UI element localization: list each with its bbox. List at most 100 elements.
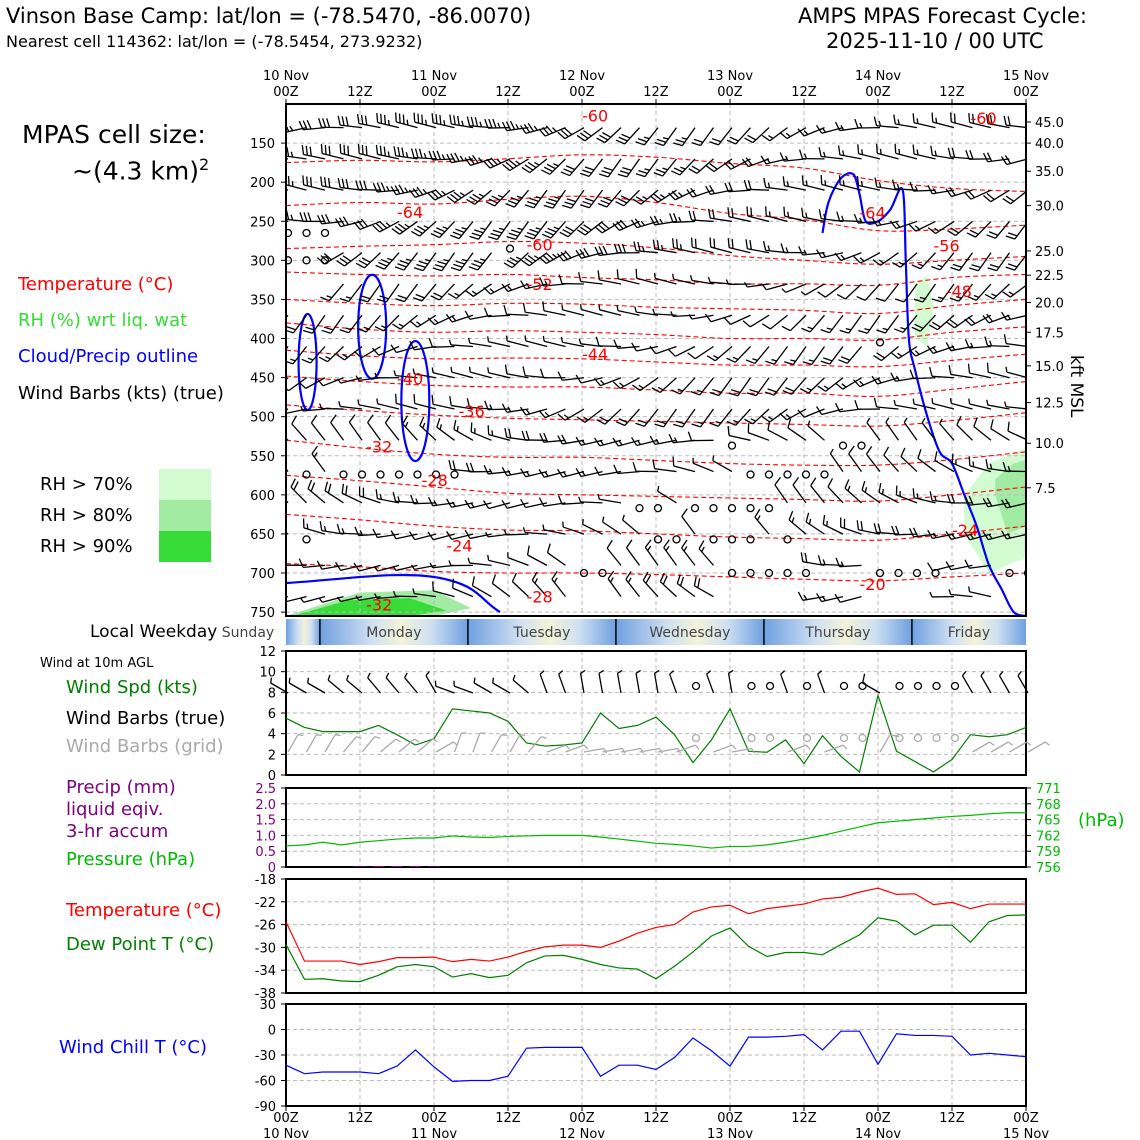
barb-flag <box>656 240 660 250</box>
wind-barb <box>818 147 844 160</box>
barb-flag <box>584 197 595 202</box>
barb-flag <box>380 182 386 192</box>
wind-barb <box>357 399 381 410</box>
barb-flag <box>827 478 834 488</box>
barb-flag <box>691 165 701 172</box>
wind-barb <box>318 118 344 129</box>
barb-half-flag <box>805 744 811 750</box>
bottom-axis-hour-label: 00Z <box>273 1111 299 1126</box>
wind-barb <box>432 252 456 272</box>
barb-flag <box>668 433 674 444</box>
barb-flag <box>469 196 479 203</box>
temperature-contour-label: -64 <box>860 204 886 223</box>
wind-barb <box>857 144 881 160</box>
wind-barb <box>562 189 585 209</box>
barb-flag <box>728 182 734 192</box>
top-axis-hour-label: 12Z <box>791 85 817 100</box>
barb-staff <box>691 279 714 285</box>
barb-half-flag <box>806 387 812 391</box>
wind-barb <box>687 345 714 360</box>
barb-flag <box>797 128 805 137</box>
calm-wind-marker <box>746 535 755 544</box>
calm-wind-marker <box>672 535 681 544</box>
wind-barb <box>286 176 307 191</box>
wind-barb <box>579 158 604 178</box>
wind-barb <box>709 127 733 146</box>
barb-flag <box>692 210 697 221</box>
calm-wind-marker <box>302 256 311 265</box>
wind-barb <box>829 448 844 472</box>
wind-barb <box>575 468 603 478</box>
cloud-outline <box>821 172 1026 616</box>
wind-barb <box>726 346 751 363</box>
barb-staff <box>490 734 503 753</box>
barb-staff <box>270 682 289 694</box>
barb-flag <box>505 121 512 131</box>
barb-flag <box>728 392 739 397</box>
calm-wind-marker <box>857 441 866 450</box>
wind-barb-true <box>367 672 381 694</box>
barb-flag <box>983 195 992 203</box>
barb-flag <box>324 145 327 155</box>
barb-flag <box>865 445 873 455</box>
barb-half-flag <box>533 125 538 131</box>
wind-barb <box>290 478 307 504</box>
barb-flag <box>416 186 424 196</box>
wind-barb <box>681 508 696 535</box>
barb-flag <box>596 419 606 425</box>
barb-flag <box>724 182 730 192</box>
barb-flag <box>834 121 841 131</box>
wind-barb-true <box>998 671 1011 694</box>
barb-flag <box>746 206 749 217</box>
wind-barb <box>615 408 640 427</box>
barb-flag <box>395 112 397 123</box>
barb-flag <box>781 325 791 332</box>
barb-flag <box>320 296 330 302</box>
y2-tick-label: 756 <box>1036 861 1061 876</box>
barb-flag <box>654 423 664 428</box>
barb-staff <box>458 221 474 239</box>
barb-staff <box>673 278 696 285</box>
barb-flag <box>464 310 471 320</box>
wind-barb <box>987 252 1011 272</box>
wind-barb <box>625 539 641 566</box>
barb-flag <box>726 139 737 145</box>
temperature-contour <box>286 563 1026 582</box>
barb-flag <box>741 158 749 167</box>
barb-flag <box>669 213 674 223</box>
wind-barb <box>837 145 862 160</box>
barb-staff <box>506 373 529 379</box>
barb-half-flag <box>864 328 870 331</box>
wind-barb <box>303 314 326 334</box>
barb-staff <box>625 547 641 566</box>
barb-staff <box>844 283 862 300</box>
wind-barb <box>335 561 363 571</box>
barb-flag <box>767 420 771 431</box>
barb-half-flag <box>553 577 558 583</box>
barb-flag <box>967 190 976 198</box>
barb-flag <box>538 497 545 507</box>
barb-half-flag <box>387 151 390 157</box>
wind-barb <box>866 417 881 441</box>
wind-barb <box>432 581 455 598</box>
barb-half-flag <box>307 677 310 684</box>
barb-flag <box>428 150 434 161</box>
bottom-axis-day-label: 12 Nov <box>559 1127 605 1140</box>
calm-wind-marker-grid <box>950 733 960 743</box>
weekday-segment <box>319 619 468 645</box>
wind-barb <box>413 394 437 410</box>
wind-barb <box>746 206 770 223</box>
barb-half-flag <box>701 546 705 553</box>
wind-barb <box>691 408 715 428</box>
barb-flag <box>779 152 785 162</box>
barb-staff <box>616 673 622 694</box>
barb-half-flag <box>807 326 813 330</box>
barb-flag <box>269 513 271 522</box>
barb-flag <box>802 361 812 366</box>
barb-flag <box>510 196 520 202</box>
wind-barb <box>709 377 733 397</box>
wind-barb <box>367 414 382 441</box>
wind-barb <box>503 252 529 269</box>
barb-flag <box>464 529 471 539</box>
barb-flag <box>508 428 512 439</box>
